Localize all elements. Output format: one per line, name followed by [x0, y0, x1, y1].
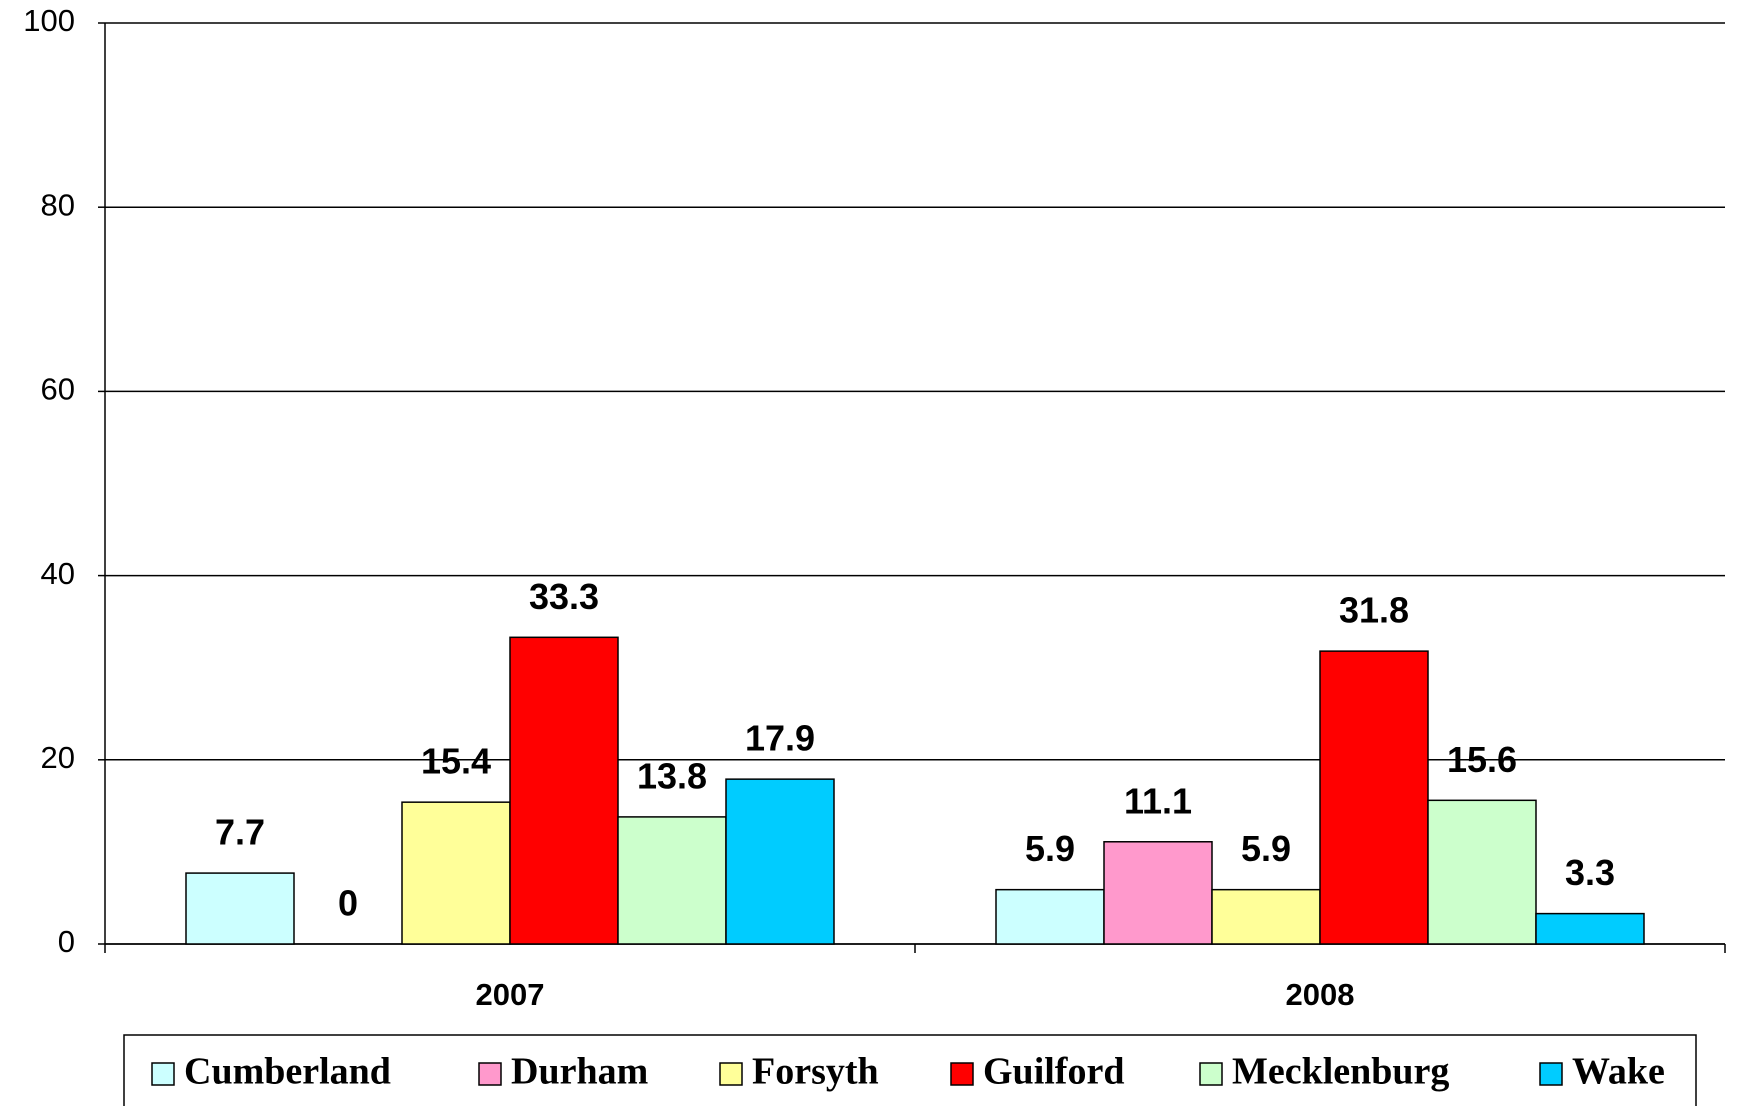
- bar: [1535, 912, 1645, 945]
- bar: [1427, 799, 1537, 945]
- y-tick-label: 100: [23, 3, 75, 38]
- value-label: 5.9: [1025, 828, 1075, 869]
- bar: [995, 888, 1105, 945]
- value-label: 0: [338, 883, 358, 924]
- bar: [185, 872, 295, 945]
- legend-label: Durham: [511, 1051, 648, 1093]
- bar: [509, 636, 619, 945]
- value-label: 17.9: [745, 718, 815, 759]
- legend-label: Wake: [1572, 1051, 1665, 1093]
- bar: [725, 778, 835, 945]
- legend-swatch: [151, 1062, 175, 1086]
- value-label: 13.8: [637, 755, 707, 796]
- value-label: 3.3: [1565, 852, 1615, 893]
- y-tick-label: 0: [58, 924, 75, 959]
- legend-box: [123, 1034, 1697, 1106]
- x-tick-label: 2007: [476, 977, 545, 1012]
- value-label: 11.1: [1124, 780, 1192, 821]
- value-label: 15.6: [1447, 739, 1517, 780]
- y-tick-label: 60: [41, 372, 75, 407]
- bar: [1319, 650, 1429, 945]
- bar: [1103, 841, 1213, 945]
- value-label: 7.7: [215, 812, 265, 853]
- x-tick-label: 2008: [1286, 977, 1355, 1012]
- legend-swatch: [719, 1062, 743, 1086]
- value-label: 33.3: [529, 576, 599, 617]
- legend-swatch: [950, 1062, 974, 1086]
- legend-swatch: [478, 1062, 502, 1086]
- legend-swatch: [1199, 1062, 1223, 1086]
- y-tick-label: 80: [41, 187, 75, 222]
- value-label: 31.8: [1339, 590, 1409, 631]
- legend-swatch: [1539, 1062, 1563, 1086]
- bar: [617, 816, 727, 945]
- y-tick-label: 40: [41, 556, 75, 591]
- legend-label: Guilford: [983, 1051, 1124, 1093]
- bar: [1211, 888, 1321, 945]
- legend-label: Forsyth: [752, 1051, 879, 1093]
- value-label: 5.9: [1241, 828, 1291, 869]
- y-tick-label: 20: [41, 740, 75, 775]
- value-label: 15.4: [421, 741, 491, 782]
- legend-label: Mecklenburg: [1232, 1051, 1449, 1093]
- legend-label: Cumberland: [184, 1051, 391, 1093]
- bar: [401, 801, 511, 945]
